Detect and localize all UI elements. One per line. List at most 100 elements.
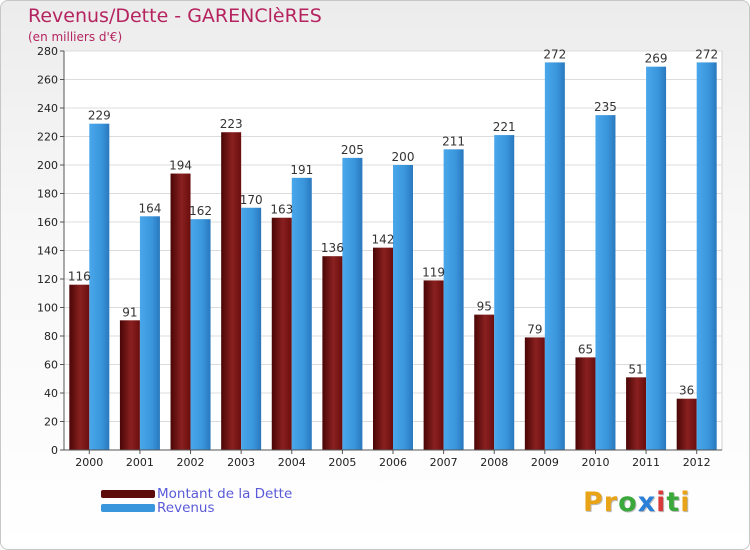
bar-revenus-2010 bbox=[595, 115, 616, 450]
bar-dette-2008 bbox=[474, 314, 495, 450]
logo-letter: P bbox=[583, 487, 604, 518]
x-tick-label: 2012 bbox=[683, 456, 711, 469]
x-tick-label: 2006 bbox=[379, 456, 407, 469]
x-tick-label: 2004 bbox=[278, 456, 306, 469]
bar-revenus-2003 bbox=[241, 207, 262, 450]
legend-label-dette: Montant de la Dette bbox=[157, 486, 293, 502]
data-label: 194 bbox=[169, 159, 192, 173]
data-label: 164 bbox=[138, 201, 161, 215]
data-label: 163 bbox=[270, 203, 293, 217]
bar-dette-2000 bbox=[69, 284, 90, 450]
data-label: 269 bbox=[645, 52, 668, 66]
bar-revenus-2012 bbox=[696, 62, 717, 451]
data-label: 51 bbox=[628, 362, 643, 376]
x-tick-label: 2005 bbox=[328, 456, 356, 469]
bar-dette-2002 bbox=[170, 173, 191, 451]
bar-dette-2001 bbox=[119, 320, 140, 450]
bar-revenus-2000 bbox=[89, 123, 110, 451]
x-tick-label: 2011 bbox=[632, 456, 660, 469]
logo-letter: o bbox=[618, 487, 638, 518]
y-tick-label: 260 bbox=[37, 74, 58, 87]
bar-dette-2011 bbox=[626, 377, 647, 450]
proxiti-logo: Proxiti bbox=[583, 487, 691, 518]
bar-revenus-2004 bbox=[291, 177, 312, 450]
x-tick-label: 2001 bbox=[126, 456, 154, 469]
bar-dette-2012 bbox=[676, 398, 697, 450]
data-label: 142 bbox=[372, 233, 395, 247]
data-label: 221 bbox=[493, 120, 516, 134]
chart-title: Revenus/Dette - GARENClèRES bbox=[28, 5, 322, 27]
logo-letter: i bbox=[680, 487, 691, 518]
data-label: 116 bbox=[68, 270, 91, 284]
data-label: 235 bbox=[594, 100, 617, 114]
bar-dette-2004 bbox=[271, 217, 292, 450]
y-tick-label: 0 bbox=[51, 444, 58, 457]
y-tick-label: 20 bbox=[44, 416, 58, 429]
bar-revenus-2009 bbox=[544, 62, 565, 451]
logo-letter: x bbox=[637, 487, 657, 518]
x-tick-label: 2002 bbox=[177, 456, 205, 469]
bar-revenus-2005 bbox=[342, 157, 363, 450]
y-tick-label: 180 bbox=[37, 188, 58, 201]
data-label: 36 bbox=[679, 384, 694, 398]
data-label: 223 bbox=[220, 117, 243, 131]
data-label: 211 bbox=[442, 134, 465, 148]
y-tick-label: 200 bbox=[37, 159, 58, 172]
x-tick-label: 2008 bbox=[480, 456, 508, 469]
data-label: 95 bbox=[477, 300, 492, 314]
data-label: 119 bbox=[422, 265, 445, 279]
x-tick-label: 2009 bbox=[531, 456, 559, 469]
y-tick-label: 220 bbox=[37, 131, 58, 144]
logo-letter: t bbox=[666, 487, 681, 518]
data-label: 229 bbox=[88, 109, 111, 123]
y-tick-label: 280 bbox=[37, 45, 58, 58]
data-label: 79 bbox=[527, 322, 542, 336]
y-tick-label: 240 bbox=[37, 102, 58, 115]
x-tick-label: 2003 bbox=[227, 456, 255, 469]
y-tick-label: 60 bbox=[44, 359, 58, 372]
legend-swatch-dette bbox=[101, 490, 155, 498]
bar-dette-2006 bbox=[373, 247, 393, 450]
bar-revenus-2007 bbox=[443, 149, 464, 450]
logo-letter: r bbox=[603, 487, 619, 518]
bar-revenus-2011 bbox=[646, 66, 667, 451]
bar-dette-2005 bbox=[322, 256, 343, 450]
data-label: 136 bbox=[321, 241, 344, 255]
data-label: 191 bbox=[290, 163, 313, 177]
data-label: 200 bbox=[392, 150, 415, 164]
data-label: 272 bbox=[695, 47, 718, 61]
y-tick-label: 120 bbox=[37, 273, 58, 286]
data-label: 162 bbox=[189, 204, 212, 218]
x-tick-label: 2010 bbox=[581, 456, 609, 469]
bar-revenus-2008 bbox=[494, 135, 515, 450]
y-axis: 0 20 40 60 80 100 120 140 160 180 200 220 240 260 280 bbox=[37, 45, 65, 457]
chart-subtitle: (en milliers d'€) bbox=[28, 30, 123, 44]
legend-swatch-revenus bbox=[101, 504, 155, 512]
data-label: 91 bbox=[122, 305, 137, 319]
x-axis: 2000 2001 2002 2003 2004 2005 2006 2007 2008 2009… bbox=[64, 449, 722, 469]
logo-letter: i bbox=[656, 487, 667, 518]
legend: Montant de la Dette Revenus bbox=[101, 487, 292, 515]
bar-revenus-2006 bbox=[393, 165, 413, 450]
legend-item-dette: Montant de la Dette bbox=[101, 487, 292, 501]
bar-dette-2009 bbox=[524, 337, 545, 450]
legend-label-revenus: Revenus bbox=[157, 500, 215, 516]
y-tick-label: 140 bbox=[37, 245, 58, 258]
data-label: 170 bbox=[240, 193, 263, 207]
bar-revenus-2002 bbox=[190, 219, 211, 450]
y-tick-label: 80 bbox=[44, 330, 58, 343]
data-label: 205 bbox=[341, 143, 364, 157]
y-tick-label: 100 bbox=[37, 302, 58, 315]
data-label: 65 bbox=[578, 342, 593, 356]
data-labels: 116 229 91 164 194 162 223 170 163 191 136 205 142 20… bbox=[68, 47, 718, 397]
y-tick-label: 160 bbox=[37, 216, 58, 229]
bars bbox=[69, 62, 717, 451]
bar-dette-2010 bbox=[575, 357, 596, 450]
x-tick-label: 2007 bbox=[430, 456, 458, 469]
legend-item-revenus: Revenus bbox=[101, 501, 292, 515]
x-tick-label: 2000 bbox=[75, 456, 103, 469]
bar-dette-2003 bbox=[221, 132, 242, 450]
bar-revenus-2001 bbox=[139, 216, 160, 450]
